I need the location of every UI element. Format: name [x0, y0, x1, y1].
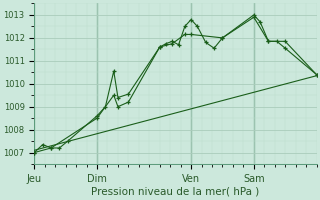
X-axis label: Pression niveau de la mer( hPa ): Pression niveau de la mer( hPa ) [91, 187, 260, 197]
